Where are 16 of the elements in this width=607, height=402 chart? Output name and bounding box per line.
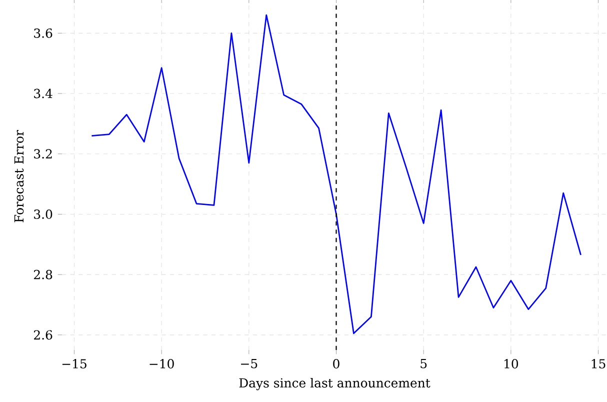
y-tick-label: 2.6 [34,330,52,340]
y-tick-label: 3.6 [34,28,52,38]
y-tick-label: 3.4 [34,88,52,98]
y-axis-title: Forecast Error [14,130,24,222]
line-series [91,14,582,334]
y-tick-label: 2.8 [34,270,52,280]
x-axis-title: Days since last announcement [239,378,430,390]
x-tick-label: 10 [504,359,518,368]
x-tick-label: 0 [333,359,340,368]
x-tick-label: 15 [592,359,606,368]
x-tick-label: −10 [150,359,174,368]
y-tick-label: 3.2 [34,149,52,159]
y-tick-label: 3.0 [34,210,52,219]
x-tick-label: 5 [420,359,427,368]
x-tick-label: −5 [241,359,258,368]
x-tick-label: −15 [62,359,86,368]
